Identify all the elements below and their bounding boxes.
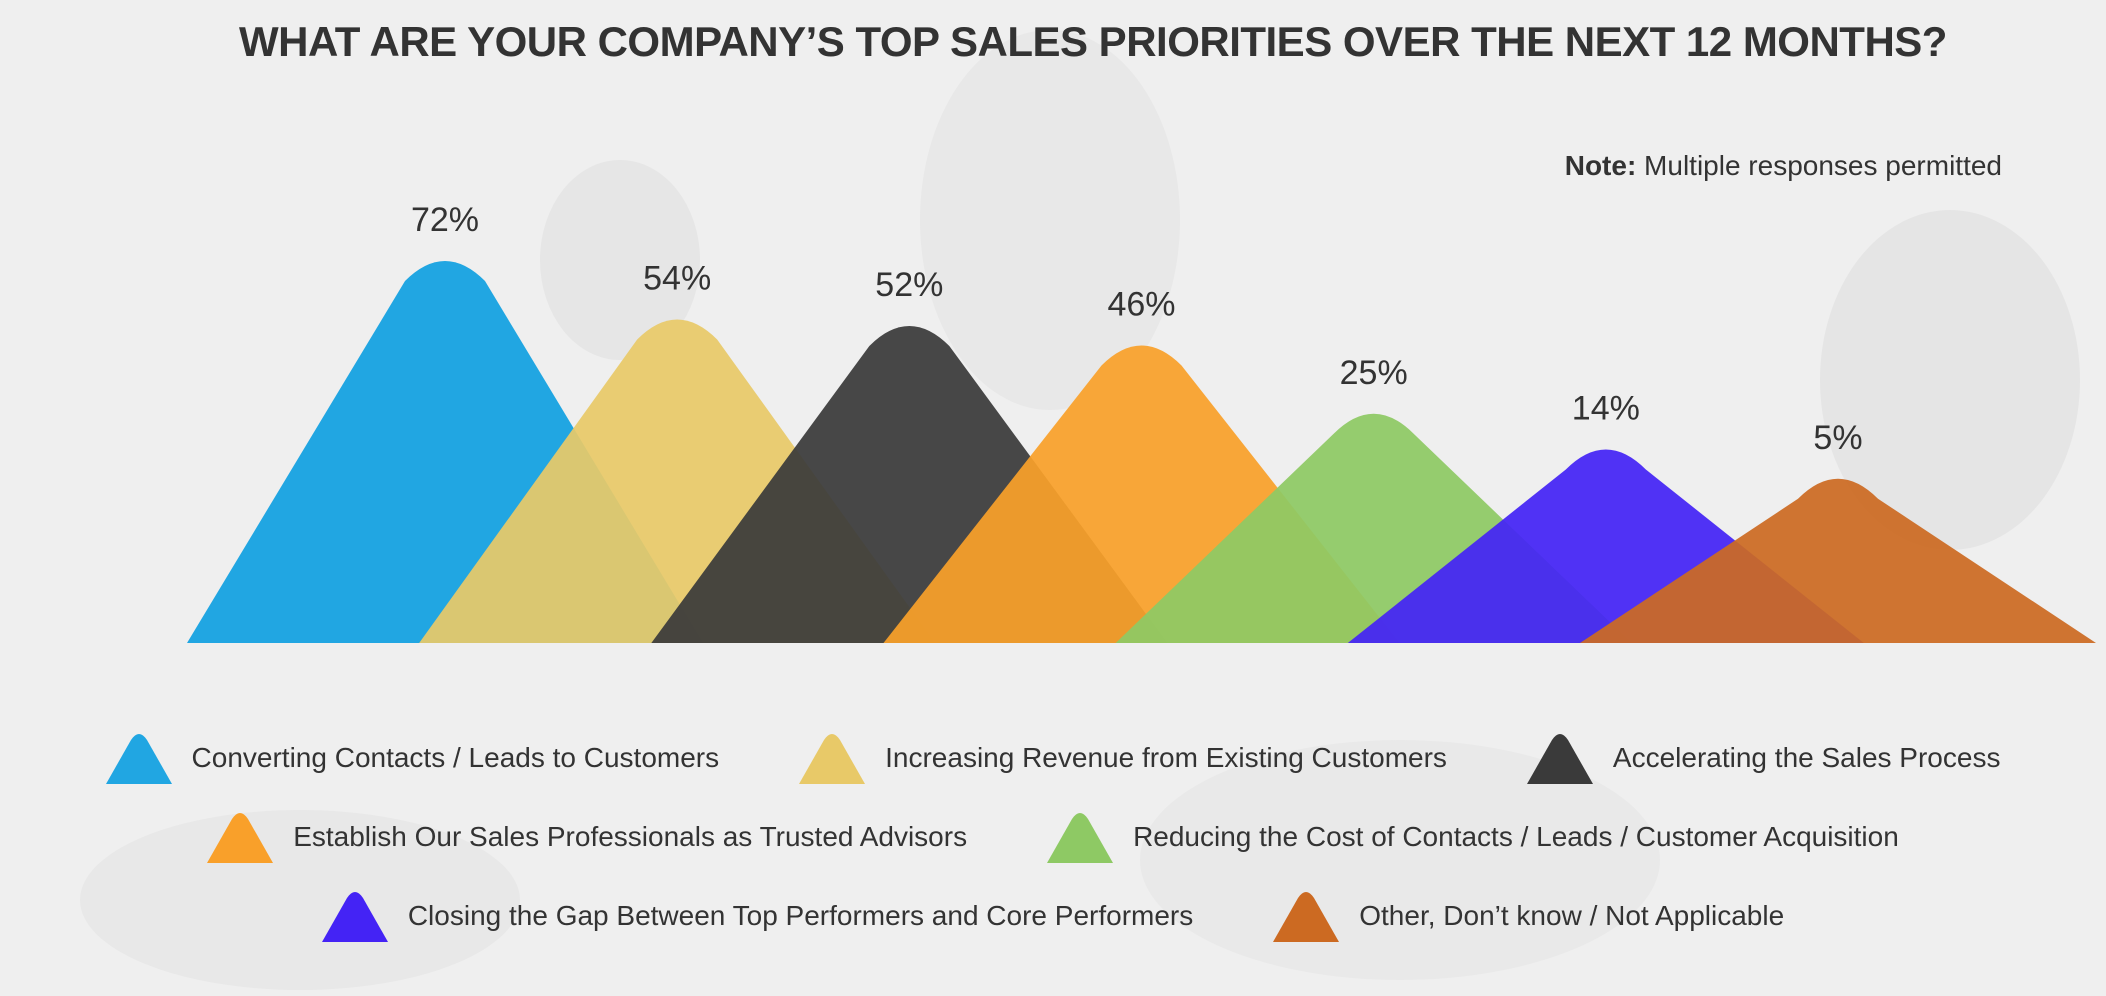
- legend-item-converting-contacts-leads-to-customers: Converting Contacts / Leads to Customers: [105, 732, 720, 784]
- data-labels: 72% 54% 52% 46% 25% 14% 5%: [411, 201, 1863, 457]
- legend-label: Reducing the Cost of Contacts / Leads / …: [1133, 820, 1899, 852]
- legend-row: Closing the Gap Between Top Performers a…: [0, 876, 2106, 955]
- data-label-other-don-t-know-not-applicable: 5%: [1813, 419, 1862, 457]
- legend-swatch-icon: [321, 891, 388, 942]
- legend-item-accelerating-the-sales-process: Accelerating the Sales Process: [1526, 732, 2001, 784]
- chart-marks: [187, 261, 2096, 643]
- legend-swatch-icon: [1047, 812, 1114, 863]
- note-label: Note:: [1564, 150, 1637, 181]
- legend-swatch-icon: [105, 733, 172, 784]
- data-label-closing-the-gap-between-top-performers-and-core-performers: 14%: [1572, 390, 1640, 428]
- legend-swatch-icon: [799, 733, 866, 784]
- legend-label: Converting Contacts / Leads to Customers: [191, 741, 720, 773]
- chart-legend: Converting Contacts / Leads to Customers…: [0, 718, 2106, 955]
- legend-item-other-don-t-know-not-applicable: Other, Don’t know / Not Applicable: [1273, 890, 1784, 942]
- legend-label: Accelerating the Sales Process: [1612, 741, 2001, 773]
- peak-other-don-t-know-not-applicable: [1580, 478, 2096, 643]
- legend-item-reducing-the-cost-of-contacts-leads-customer-acquisition: Reducing the Cost of Contacts / Leads / …: [1047, 811, 1899, 863]
- legend-label: Closing the Gap Between Top Performers a…: [407, 899, 1194, 931]
- data-label-establish-our-sales-professionals-as-trusted-advisors: 46%: [1107, 286, 1175, 324]
- legend-swatch-icon: [1273, 891, 1340, 942]
- legend-swatch-icon: [1526, 733, 1593, 784]
- legend-row: Converting Contacts / Leads to Customers…: [0, 718, 2106, 797]
- chart-note: Note: Multiple responses permitted: [1565, 150, 2002, 182]
- legend-label: Increasing Revenue from Existing Custome…: [885, 741, 1447, 773]
- legend-item-increasing-revenue-from-existing-customers: Increasing Revenue from Existing Custome…: [799, 732, 1447, 784]
- legend-swatch-icon: [207, 812, 274, 863]
- data-label-accelerating-the-sales-process: 52%: [875, 266, 943, 304]
- legend-row: Establish Our Sales Professionals as Tru…: [0, 797, 2106, 876]
- data-label-converting-contacts-leads-to-customers: 72%: [411, 201, 479, 239]
- legend-label: Establish Our Sales Professionals as Tru…: [293, 820, 968, 852]
- legend-item-establish-our-sales-professionals-as-trusted-advisors: Establish Our Sales Professionals as Tru…: [207, 811, 967, 863]
- note-text: Multiple responses permitted: [1644, 150, 2002, 181]
- chart-title: WHAT ARE YOUR COMPANY’S TOP SALES PRIORI…: [239, 18, 1947, 65]
- legend-label: Other, Don’t know / Not Applicable: [1359, 899, 1785, 931]
- data-label-increasing-revenue-from-existing-customers: 54%: [643, 260, 711, 298]
- data-label-reducing-the-cost-of-contacts-leads-customer-acquisition: 25%: [1340, 354, 1408, 392]
- legend-item-closing-the-gap-between-top-performers-and-core-performers: Closing the Gap Between Top Performers a…: [321, 890, 1194, 942]
